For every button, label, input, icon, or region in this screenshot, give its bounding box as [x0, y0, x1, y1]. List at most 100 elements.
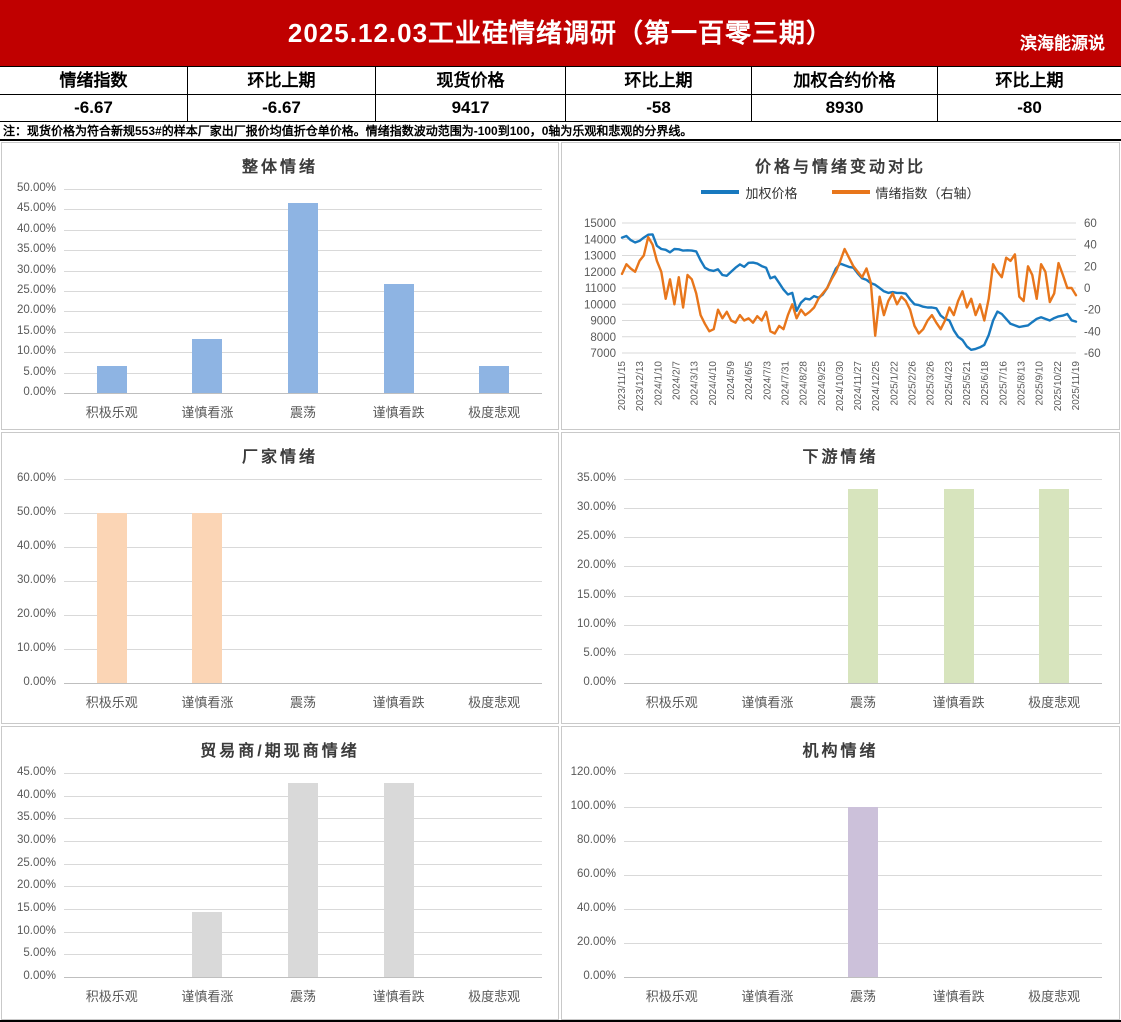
left-axis-tick: 7000	[590, 348, 616, 360]
x-axis-category-label: 谨慎看跌	[932, 695, 985, 710]
x-axis-date-tick: 2024/8/28	[799, 361, 810, 406]
right-axis-tick: 20	[1084, 261, 1097, 273]
col-header-weighted-price: 加权合约价格	[752, 67, 938, 95]
value-wow-change-1: -6.67	[188, 95, 376, 121]
legend-label-1: 情绪指数（右轴）	[875, 185, 980, 201]
y-axis-tick: 120.00%	[570, 766, 616, 778]
gridline	[64, 581, 542, 582]
bar-plot-downstream-sentiment: 35.00% 30.00% 25.00% 20.00% 15.00% 10.00% 5.00…	[562, 472, 1119, 719]
bar-trader-sentiment-1	[192, 912, 223, 977]
y-axis-tick: 40.00%	[16, 789, 56, 801]
x-axis-date-tick: 2024/2/7	[671, 361, 682, 400]
chart-panel-overall-sentiment: 整体情绪 50.00% 45.00% 40.00% 35.00% 30.00% 25.00%…	[1, 142, 559, 430]
col-header-wow-change-2: 环比上期	[566, 67, 752, 95]
bar-producer-sentiment-0	[96, 513, 127, 683]
bar-plot-producer-sentiment: 60.00% 50.00% 40.00% 30.00% 20.00% 10.00% 0.00…	[2, 472, 558, 719]
x-axis-category-label: 极度悲观	[1028, 695, 1081, 710]
value-weighted-price: 8930	[752, 95, 938, 121]
left-axis-tick: 13000	[584, 251, 616, 263]
y-axis-tick: 0.00%	[23, 386, 56, 398]
y-axis-tick: 10.00%	[16, 345, 56, 357]
bar-plot-institution-sentiment: 120.00% 100.00% 80.00% 60.00% 40.00% 20.00% 0.…	[562, 766, 1119, 1013]
right-axis-tick: -20	[1084, 305, 1101, 317]
x-axis-category-label: 积极乐观	[85, 695, 138, 710]
bar-trader-sentiment-3	[383, 783, 414, 977]
col-header-spot-price: 现货价格	[376, 67, 566, 95]
x-axis-category-label: 谨慎看跌	[372, 405, 425, 420]
bar-plot-overall-sentiment: 50.00% 45.00% 40.00% 35.00% 30.00% 25.00% 20.0…	[2, 182, 558, 429]
chart-title-trader-sentiment: 贸易商/期现商情绪	[200, 743, 360, 760]
y-axis-tick: 30.00%	[16, 264, 56, 276]
x-axis-date-tick: 2024/9/25	[817, 361, 828, 406]
y-axis-tick: 100.00%	[570, 800, 616, 812]
bar-downstream-sentiment-4	[1039, 489, 1070, 683]
bar-overall-sentiment-4	[479, 366, 510, 393]
x-axis-date-tick: 2024/3/13	[690, 361, 701, 406]
gridline	[624, 773, 1102, 774]
chart-panel-downstream-sentiment: 下游情绪 35.00% 30.00% 25.00% 20.00% 15.00% 10.00%…	[561, 432, 1120, 724]
page-title: 2025.12.03工业硅情绪调研（第一百零三期）	[287, 18, 834, 48]
x-axis-date-tick: 2024/10/30	[835, 361, 846, 411]
x-axis-category-label: 积极乐观	[85, 405, 138, 420]
y-axis-tick: 5.00%	[23, 366, 56, 378]
x-axis-date-tick: 2024/4/10	[708, 361, 719, 406]
value-wow-change-3: -80	[1017, 98, 1042, 117]
bar-downstream-sentiment-3	[943, 489, 974, 683]
y-axis-tick: 20.00%	[576, 936, 616, 948]
x-axis-category-label: 震荡	[289, 405, 316, 420]
y-axis-tick: 0.00%	[23, 970, 56, 982]
series-line-0	[620, 233, 1078, 352]
x-axis-date-tick: 2025/7/16	[998, 361, 1009, 406]
y-axis-tick: 20.00%	[16, 304, 56, 316]
bar-plot-trader-sentiment: 45.00% 40.00% 35.00% 30.00% 25.00% 20.00% 15.0…	[2, 766, 558, 1013]
col-header-wow-change-3: 环比上期	[938, 67, 1121, 95]
chart-legend: 加权价格 情绪指数（右轴）	[562, 183, 1119, 201]
x-axis-date-tick: 2024/1/10	[653, 361, 664, 406]
right-axis-tick: 40	[1084, 240, 1097, 252]
x-axis-date-tick: 2025/6/18	[980, 361, 991, 406]
brand-label: 滨海能源说	[1020, 34, 1105, 53]
legend-item-1: 情绪指数（右轴）	[831, 183, 980, 202]
left-axis-tick: 10000	[584, 299, 616, 311]
legend-item-0: 加权价格	[701, 183, 798, 202]
x-axis-category-label: 极度悲观	[468, 405, 521, 420]
y-axis-tick: 10.00%	[576, 618, 616, 630]
gridline	[64, 649, 542, 650]
y-axis-tick: 15.00%	[576, 589, 616, 601]
gridline	[64, 547, 542, 548]
y-axis-tick: 20.00%	[16, 879, 56, 891]
right-axis-tick: 0	[1084, 283, 1090, 295]
gridline	[64, 513, 542, 514]
y-axis-tick: 25.00%	[16, 284, 56, 296]
x-axis-category-label: 谨慎看跌	[932, 989, 985, 1004]
footnote-text: 注：现货价格为符合新规553#的样本厂家出厂报价均值折仓单价格。情绪指数波动范围…	[0, 122, 1121, 141]
right-axis-tick: -40	[1084, 326, 1101, 338]
left-axis-tick: 12000	[584, 267, 616, 279]
bar-overall-sentiment-2	[288, 203, 318, 393]
right-axis-tick: -60	[1084, 348, 1101, 360]
x-axis-category-label: 积极乐观	[645, 989, 698, 1004]
left-axis-tick: 8000	[590, 332, 616, 344]
y-axis-tick: 5.00%	[23, 947, 56, 959]
x-axis-category-label: 积极乐观	[645, 695, 698, 710]
y-axis-tick: 40.00%	[16, 223, 56, 235]
y-axis-tick: 80.00%	[576, 834, 616, 846]
left-axis-tick: 14000	[584, 234, 616, 246]
chart-panel-trader-sentiment: 贸易商/期现商情绪 45.00% 40.00% 35.00% 30.00% 25.00% 2…	[1, 726, 559, 1020]
gridline	[64, 479, 542, 480]
x-axis-category-label: 震荡	[289, 695, 316, 710]
bar-trader-sentiment-2	[288, 783, 318, 977]
gridline	[64, 615, 542, 616]
x-axis-category-label: 谨慎看跌	[372, 695, 425, 710]
x-axis-date-tick: 2024/12/25	[871, 361, 882, 411]
x-axis-category-label: 谨慎看涨	[741, 695, 794, 710]
left-axis-tick: 11000	[585, 283, 616, 295]
y-axis-tick: 40.00%	[16, 540, 56, 552]
chart-title-producer-sentiment: 厂家情绪	[241, 449, 318, 466]
left-axis-tick: 9000	[590, 316, 616, 328]
y-axis-tick: 45.00%	[16, 202, 56, 214]
summary-table: 情绪指数 环比上期 现货价格 环比上期 加权合约价格 环比上期 -6.67 -6…	[0, 66, 1121, 122]
value-spot-price: 9417	[376, 95, 566, 121]
bar-producer-sentiment-1	[192, 513, 223, 683]
